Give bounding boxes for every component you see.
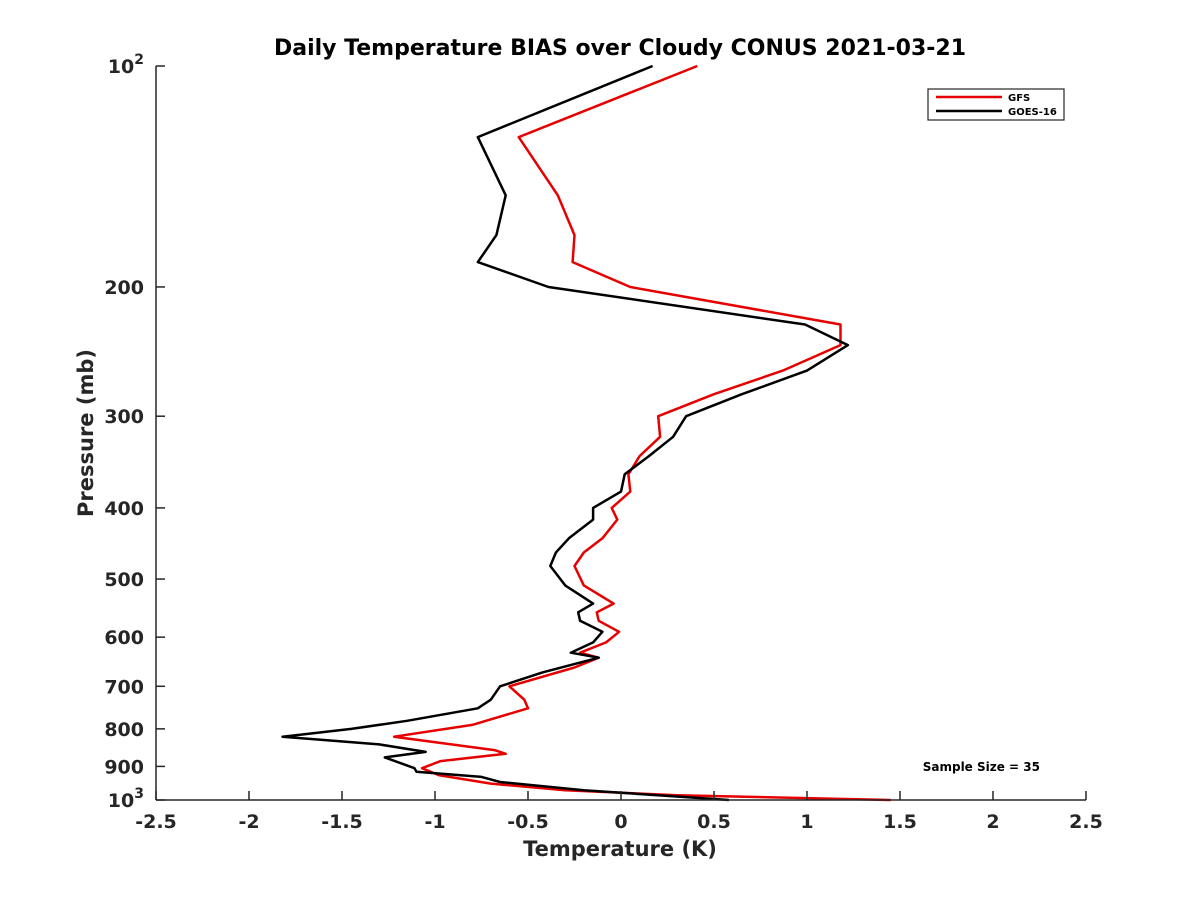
y-tick-label: 700	[104, 676, 144, 698]
series-line-gfs	[392, 64, 891, 802]
axes: -2.5 -2 -1.5 -1 -0.5 0 0.5 1 1.5 2 2.5 102 200 300 400…	[104, 52, 1103, 833]
legend-box	[927, 88, 1065, 121]
legend: GFS GOES-16	[927, 88, 1065, 121]
x-tick-label: 1.5	[883, 811, 917, 833]
series-line-goes-16	[281, 64, 850, 802]
y-axis-label: Pressure (mb)	[74, 349, 98, 517]
x-tick-label: 2.5	[1069, 811, 1103, 833]
y-tick-label: 500	[104, 569, 144, 591]
y-tick-label: 300	[104, 406, 144, 428]
sample-size-annotation: Sample Size = 35	[923, 760, 1040, 774]
y-tick-label: 103	[108, 786, 144, 812]
legend-label-gfs: GFS	[1008, 93, 1030, 104]
x-tick-label: -1	[424, 811, 445, 833]
x-tick-label: -0.5	[507, 811, 549, 833]
y-tick-label: 600	[104, 627, 144, 649]
plot-area	[281, 64, 891, 802]
x-tick-label: 1	[800, 811, 813, 833]
x-tick-label: -2.5	[135, 811, 177, 833]
chart-title: Daily Temperature BIAS over Cloudy CONUS…	[274, 36, 966, 61]
y-tick-label: 400	[104, 498, 144, 520]
legend-label-goes-16: GOES-16	[1008, 107, 1057, 118]
x-tick-label: 0.5	[697, 811, 731, 833]
y-tick-label: 102	[108, 52, 144, 78]
y-tick-label: 900	[104, 756, 144, 778]
y-tick-label: 200	[104, 277, 144, 299]
x-tick-label: -2	[238, 811, 259, 833]
x-tick-label: -1.5	[321, 811, 363, 833]
y-tick-label: 800	[104, 719, 144, 741]
x-tick-label: 2	[986, 811, 999, 833]
x-axis-label: Temperature (K)	[523, 837, 717, 861]
x-tick-label: 0	[614, 811, 627, 833]
